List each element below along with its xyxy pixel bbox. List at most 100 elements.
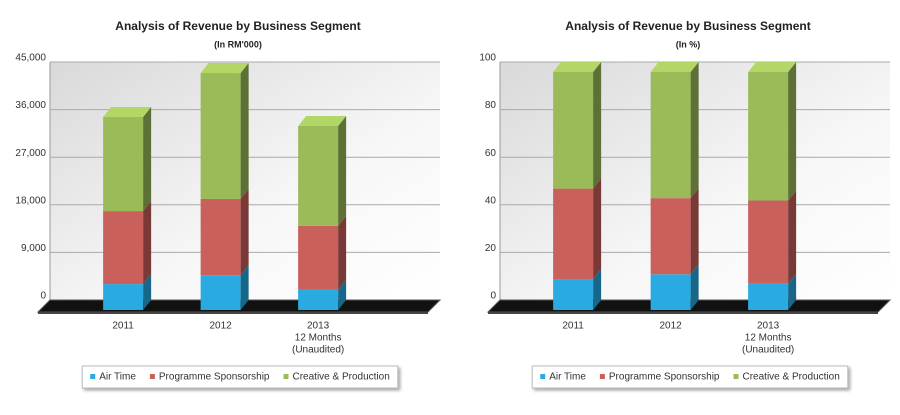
chart-title: Analysis of Revenue by Business Segment (565, 19, 810, 33)
y-tick-label: 18,000 (15, 195, 46, 206)
x-tick-label: 2012 (660, 321, 683, 332)
bar-front (103, 211, 144, 285)
bar (200, 265, 249, 310)
bar-front (553, 188, 594, 280)
x-tick-label: 2013 (757, 321, 780, 332)
bar-side (788, 273, 797, 310)
bar (200, 188, 249, 276)
bar-front (553, 279, 594, 310)
bar (748, 190, 797, 284)
bar (298, 115, 347, 226)
bar (103, 106, 152, 212)
bar-front (103, 116, 144, 212)
x-tick-label: 2011 (562, 321, 584, 332)
legend-box (81, 365, 399, 389)
bar (103, 274, 152, 310)
chart-subtitle: (In %) (676, 39, 701, 49)
y-tick-label: 0 (490, 291, 496, 302)
bar-front (200, 73, 241, 199)
bar (650, 188, 699, 275)
legend-swatch (283, 374, 289, 379)
x-tick-label: (Unaudited) (742, 345, 794, 356)
bar-front (748, 283, 789, 310)
x-tick-label: 12 Months (295, 333, 342, 344)
y-tick-label: 45,000 (15, 53, 46, 64)
bar (748, 62, 797, 201)
legend-label: Creative & Production (293, 372, 390, 383)
legend-label: Programme Sponsorship (609, 372, 720, 383)
y-tick-label: 36,000 (15, 100, 46, 111)
chart-subtitle: (In RM'000) (214, 39, 262, 49)
legend-swatch (149, 374, 155, 379)
y-tick-label: 60 (485, 148, 497, 159)
bar (553, 269, 602, 310)
bar-side (143, 274, 152, 310)
bar-top (650, 62, 699, 72)
bar-side (593, 178, 602, 280)
bar-side (593, 269, 602, 310)
legend-label: Programme Sponsorship (159, 372, 270, 383)
bar (553, 178, 602, 280)
bar-front (103, 284, 144, 310)
bar-side (690, 188, 699, 275)
legend-box (531, 365, 849, 389)
bar-top (103, 106, 152, 117)
bar-front (298, 125, 339, 226)
legend-label: Air Time (549, 372, 586, 383)
legend-label: Air Time (99, 372, 136, 383)
bar-top (298, 115, 347, 126)
x-tick-label: 12 Months (745, 333, 792, 344)
bar-side (788, 190, 797, 284)
bar-side (338, 279, 347, 310)
bar-front (298, 289, 339, 310)
bar-front (748, 200, 789, 284)
bar-side (240, 63, 249, 199)
x-tick-label: (Unaudited) (292, 345, 344, 356)
legend: Air Time Programme Sponsorship Creative & … (81, 365, 399, 389)
legend-swatch (733, 374, 739, 379)
y-tick-label: 20 (485, 243, 497, 254)
bar-side (143, 106, 152, 212)
bar-front (650, 274, 691, 310)
bar (650, 264, 699, 310)
y-tick-label: 9,000 (21, 243, 46, 254)
bar-side (143, 201, 152, 285)
bar-front (650, 72, 691, 199)
bar (103, 201, 152, 285)
y-tick-label: 40 (485, 195, 497, 206)
bar-front (298, 225, 339, 290)
bar-side (240, 265, 249, 310)
y-tick-label: 100 (479, 53, 496, 64)
floor-edge (38, 312, 428, 314)
floor-edge (488, 312, 878, 314)
bar (298, 215, 347, 290)
bar (200, 63, 249, 199)
legend-label: Creative & Production (743, 372, 840, 383)
bar-top (553, 62, 602, 72)
bar (650, 62, 699, 199)
bar-side (240, 188, 249, 276)
x-tick-label: 2011 (112, 321, 134, 332)
x-tick-label: 2012 (210, 321, 233, 332)
bar (748, 273, 797, 310)
x-tick-label: 2013 (307, 321, 330, 332)
bar-front (200, 275, 241, 310)
y-tick-label: 27,000 (15, 148, 46, 159)
bar-side (788, 62, 797, 201)
bar-front (650, 198, 691, 275)
bar-top (200, 63, 249, 74)
bar-side (593, 62, 602, 189)
bar-top (748, 62, 797, 72)
bar-side (338, 115, 347, 226)
bar-side (690, 264, 699, 310)
y-tick-label: 0 (40, 291, 46, 302)
bar-front (200, 198, 241, 276)
y-tick-label: 80 (485, 100, 497, 111)
legend: Air Time Programme Sponsorship Creative & … (531, 365, 849, 389)
bar-front (553, 72, 594, 189)
bar (298, 279, 347, 310)
legend-swatch (599, 374, 605, 379)
chart-title: Analysis of Revenue by Business Segment (115, 19, 360, 33)
bar-side (690, 62, 699, 199)
